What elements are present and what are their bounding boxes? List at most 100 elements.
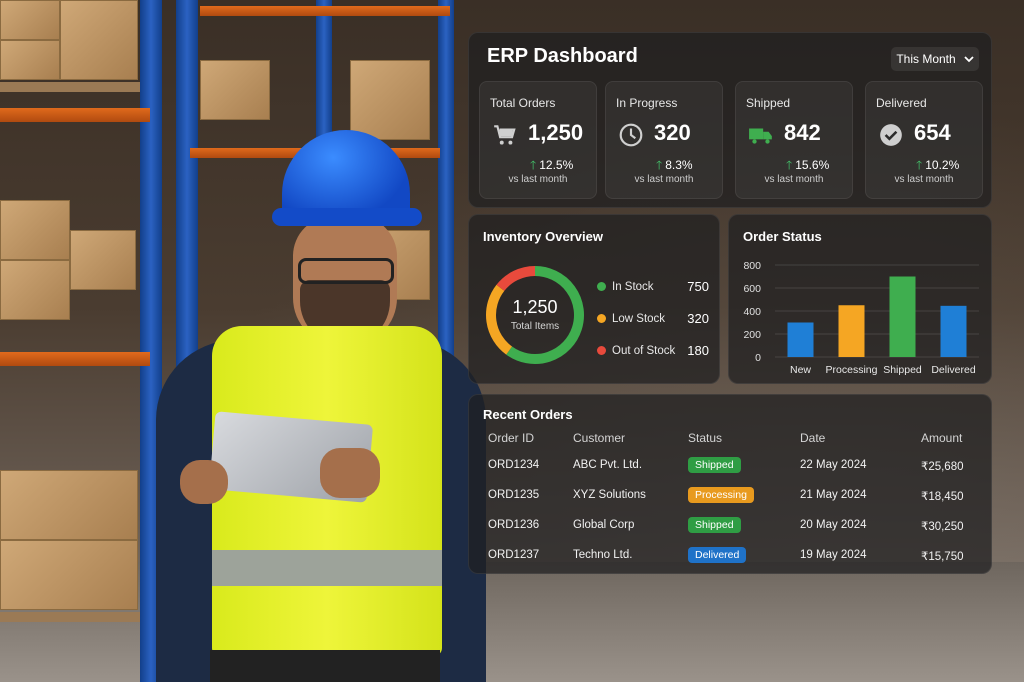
- vest-reflective-stripe: [212, 550, 442, 586]
- worker-photo: [150, 130, 490, 682]
- cardboard-box: [350, 60, 430, 140]
- legend-in-stock: In Stock 750: [597, 279, 709, 294]
- bar-processing[interactable]: [838, 305, 865, 357]
- hard-hat: [282, 130, 410, 222]
- order-id-cell[interactable]: ORD1237: [488, 549, 540, 561]
- date-cell: 21 May 2024: [800, 489, 867, 501]
- kpi-compare-text: vs last month: [764, 174, 824, 185]
- worker-hand: [320, 448, 380, 498]
- trend-up-icon: 🡑: [530, 158, 537, 172]
- legend-label: Out of Stock: [612, 344, 676, 357]
- trend-up-icon: 🡑: [656, 158, 663, 172]
- hard-hat-brim: [272, 208, 422, 226]
- cart-icon: [494, 125, 516, 145]
- kpi-trend-value: 12.5%: [539, 158, 574, 172]
- kpi-delivered[interactable]: Delivered 654 🡑 10.2% vs last month: [865, 81, 983, 199]
- kpi-label: Delivered: [876, 96, 927, 110]
- legend-dot: [597, 282, 606, 291]
- date-cell: 20 May 2024: [800, 519, 867, 531]
- inventory-overview-panel: Inventory Overview 1,250 Total Items In …: [468, 214, 720, 384]
- clock-icon: [619, 123, 643, 147]
- order-id-cell[interactable]: ORD1236: [488, 519, 540, 531]
- column-header-status[interactable]: Status: [688, 431, 723, 445]
- kpi-trend: 🡑 15.6%: [786, 156, 829, 177]
- x-tick-label: Delivered: [931, 364, 976, 376]
- bar-shipped[interactable]: [889, 276, 916, 358]
- cardboard-box: [0, 0, 60, 40]
- status-badge: Shipped: [688, 517, 741, 533]
- order-id-cell[interactable]: ORD1234: [488, 459, 540, 471]
- period-label: This Month: [896, 52, 956, 66]
- kpi-label: Shipped: [746, 96, 791, 110]
- kpi-value: 654: [914, 120, 951, 145]
- legend-value: 180: [687, 343, 709, 358]
- column-header-amount[interactable]: Amount: [921, 431, 963, 445]
- donut-segment-low-stock: [486, 284, 513, 355]
- donut-segment-in-stock: [506, 266, 584, 364]
- kpi-trend: 🡑 12.5%: [530, 156, 573, 177]
- donut-total: 1,250: [512, 297, 558, 317]
- x-tick-label: Processing: [826, 364, 878, 376]
- kpi-value: 320: [654, 120, 691, 145]
- worker-pants: [210, 650, 440, 682]
- y-tick-label: 600: [743, 283, 761, 295]
- bar-delivered[interactable]: [940, 305, 967, 357]
- period-dropdown[interactable]: This Month: [891, 47, 979, 71]
- legend-label: Low Stock: [612, 312, 666, 325]
- order-status-bar-chart: 0 200 400 600 800 New Processing Shipped Deliver…: [743, 260, 979, 376]
- section-title: Recent Orders: [483, 407, 573, 422]
- donut-total-label: Total Items: [510, 321, 560, 332]
- rack-beam: [200, 6, 450, 16]
- recent-orders-panel: Recent Orders Order ID Customer Status D…: [468, 394, 992, 574]
- amount-cell: ₹18,450: [921, 491, 964, 503]
- kpi-in-progress[interactable]: In Progress 320 🡑 8.3% vs last month: [605, 81, 723, 199]
- customer-cell: ABC Pvt. Ltd.: [573, 459, 643, 471]
- kpi-shipped[interactable]: Shipped 842 🡑 15.6% vs last month: [735, 81, 853, 199]
- legend-value: 750: [687, 279, 709, 294]
- chart-title: Order Status: [743, 229, 822, 244]
- y-tick-label: 400: [743, 306, 761, 318]
- truck-icon: [749, 128, 772, 144]
- column-header-date[interactable]: Date: [800, 431, 826, 445]
- pallet: [0, 612, 140, 622]
- erp-dashboard-panel: ERP Dashboard This Month Total Orders 1,…: [468, 32, 992, 208]
- trend-up-icon: 🡑: [786, 158, 793, 172]
- check-circle-icon: [880, 124, 902, 146]
- trend-up-icon: 🡑: [916, 158, 923, 172]
- status-badge: Processing: [688, 487, 754, 503]
- dashboard-title: ERP Dashboard: [487, 45, 638, 67]
- kpi-label: Total Orders: [490, 96, 556, 110]
- column-header-customer[interactable]: Customer: [573, 431, 626, 445]
- column-header-order-id[interactable]: Order ID: [488, 431, 535, 445]
- customer-cell: Global Corp: [573, 519, 635, 531]
- x-tick-label: Shipped: [883, 364, 922, 376]
- kpi-compare-text: vs last month: [894, 174, 954, 185]
- date-cell: 19 May 2024: [800, 549, 867, 561]
- y-tick-label: 200: [743, 329, 761, 341]
- legend-out-of-stock: Out of Stock 180: [597, 343, 709, 358]
- rack-beam: [0, 352, 150, 366]
- kpi-trend: 🡑 8.3%: [656, 156, 693, 177]
- amount-cell: ₹15,750: [921, 551, 964, 563]
- x-tick-label: New: [790, 364, 811, 376]
- kpi-value: 1,250: [528, 120, 584, 145]
- cardboard-box: [0, 200, 70, 260]
- date-cell: 22 May 2024: [800, 459, 867, 471]
- donut-segment-out-of-stock: [496, 266, 536, 292]
- kpi-total-orders[interactable]: Total Orders 1,250 🡑 12.5% vs last month: [479, 81, 597, 199]
- bar-new[interactable]: [787, 322, 814, 358]
- kpi-trend-value: 8.3%: [665, 158, 693, 172]
- cardboard-box: [70, 230, 136, 290]
- section-title: Inventory Overview: [483, 229, 603, 244]
- kpi-trend-value: 15.6%: [795, 158, 830, 172]
- cardboard-box: [0, 260, 70, 320]
- inventory-donut-chart: [486, 266, 584, 364]
- worker-glasses: [298, 258, 394, 284]
- cardboard-box: [200, 60, 270, 120]
- legend-dot: [597, 346, 606, 355]
- order-status-panel: Order Status 0 200 400 600 800 New Processing S…: [728, 214, 992, 384]
- worker-hand: [180, 460, 228, 504]
- legend-dot: [597, 314, 606, 323]
- cardboard-box: [0, 40, 60, 80]
- order-id-cell[interactable]: ORD1235: [488, 489, 540, 501]
